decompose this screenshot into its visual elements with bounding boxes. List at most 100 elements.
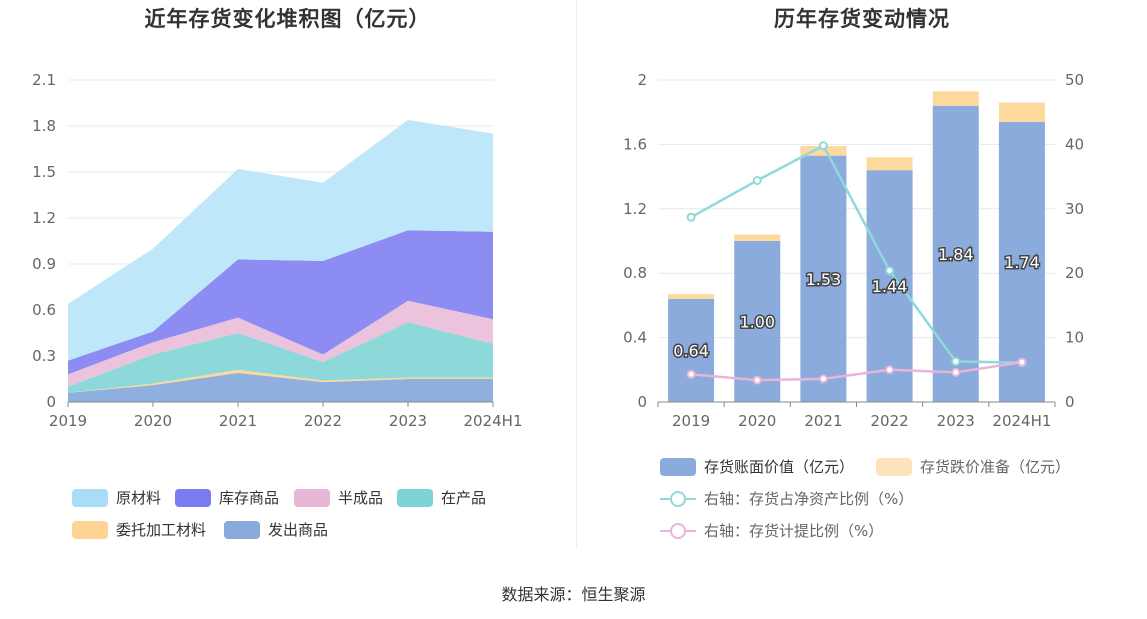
legend-label: 半成品 — [338, 489, 384, 507]
legend-label: 右轴：存货占净资产比例（%） — [704, 490, 914, 508]
left-chart-panel: 近年存货变化堆积图（亿元） 0 0.3 0.6 0.9 1.2 1.5 1.8 2.1 2019… — [0, 0, 575, 560]
x-tick-label: 2023 — [937, 412, 975, 430]
legend-label: 原材料 — [116, 489, 162, 507]
bar-book-value — [734, 241, 781, 402]
x-tick-label: 2023 — [389, 412, 427, 430]
y-left-tick-label: 0.4 — [623, 329, 647, 347]
series-line — [690, 144, 1022, 364]
line-point — [885, 365, 895, 375]
bar-value-label: 1.84 — [938, 245, 974, 264]
y-right-tick-label: 30 — [1065, 200, 1084, 218]
bar-book-value — [800, 155, 847, 402]
y-left-tick-label: 0 — [637, 393, 647, 411]
x-tick-label: 2019 — [49, 412, 87, 430]
legend-item-consigned-materials[interactable]: 委托加工材料 — [72, 519, 206, 540]
line-point — [752, 375, 762, 385]
x-tick-label: 2019 — [672, 412, 710, 430]
data-source-note: 数据来源：恒生聚源 — [501, 585, 646, 604]
y-tick-label: 0 — [46, 393, 56, 411]
x-tick-label: 2024H1 — [992, 412, 1051, 430]
legend-swatch — [660, 457, 696, 476]
y-right-tick-label: 20 — [1065, 264, 1084, 282]
line-point — [686, 212, 696, 222]
bar-impairment — [734, 234, 781, 241]
area-半成品 — [68, 300, 493, 387]
line-point — [818, 374, 828, 384]
legend-swatch — [72, 520, 108, 539]
x-tick-label: 2022 — [870, 412, 908, 430]
legend-swatch — [72, 488, 108, 507]
y-left-tick-label: 1.6 — [623, 135, 647, 153]
y-right-tick-label: 10 — [1065, 329, 1084, 347]
legend-swatch — [397, 488, 433, 507]
bar-book-value — [668, 298, 715, 402]
y-right-tick-label: 40 — [1065, 135, 1084, 153]
line-point — [885, 266, 895, 276]
bar-impairment — [668, 294, 715, 299]
bar-impairment — [866, 157, 913, 171]
legend-swatch — [876, 457, 912, 476]
y-left-tick-label: 2 — [637, 71, 647, 89]
area-库存商品 — [68, 230, 493, 375]
legend-label: 库存商品 — [219, 489, 280, 507]
line-point — [686, 369, 696, 379]
legend-label: 存货账面价值（亿元） — [704, 458, 855, 476]
legend-label: 右轴：存货计提比例（%） — [704, 522, 884, 540]
legend-swatch — [294, 488, 330, 507]
legend-swatch — [175, 488, 211, 507]
x-tick-label: 2020 — [738, 412, 776, 430]
bar-book-value — [998, 121, 1045, 403]
bar-impairment — [998, 102, 1045, 122]
bar-book-value — [866, 170, 913, 402]
y-tick-label: 1.5 — [32, 163, 56, 181]
left-stacked-area-chart: 0 0.3 0.6 0.9 1.2 1.5 1.8 2.1 2019 2020 2021 2022 20… — [32, 71, 523, 430]
y-tick-label: 1.2 — [32, 209, 56, 227]
legend-item-impairment[interactable]: 存货跌价准备（亿元） — [876, 456, 1070, 477]
right-chart-panel: 历年存货变动情况 0 0.4 0.8 1.2 1.6 2 0 10 20 30 40 50 2019 20… — [577, 0, 1147, 560]
area-发出商品 — [68, 372, 493, 402]
right-chart-title: 历年存货变动情况 — [774, 7, 950, 31]
x-tick-label: 2024H1 — [464, 412, 523, 430]
legend-label: 在产品 — [441, 489, 487, 507]
line-point — [951, 356, 961, 366]
legend-line-swatch — [660, 522, 696, 540]
y-right-tick-label: 0 — [1065, 393, 1075, 411]
area-在产品 — [68, 322, 493, 393]
area-原材料 — [68, 119, 493, 361]
panel-divider — [576, 0, 577, 548]
y-left-tick-label: 0.8 — [623, 264, 647, 282]
bar-value-label: 1.74 — [1004, 253, 1040, 272]
legend-item-net-asset-ratio[interactable]: 右轴：存货占净资产比例（%） — [660, 488, 913, 509]
bar-value-label: 0.64 — [673, 341, 709, 360]
legend-item-work-in-progress[interactable]: 在产品 — [397, 487, 486, 508]
left-chart-title: 近年存货变化堆积图（亿元） — [144, 7, 431, 31]
legend-item-goods-shipped[interactable]: 发出商品 — [224, 519, 328, 540]
legend-item-inventory-goods[interactable]: 库存商品 — [175, 487, 279, 508]
legend-swatch — [224, 520, 260, 539]
x-tick-label: 2022 — [304, 412, 342, 430]
y-tick-label: 0.9 — [32, 255, 56, 273]
bar-value-label: 1.00 — [739, 313, 775, 332]
line-point — [1017, 357, 1027, 367]
line-point — [818, 141, 828, 151]
line-point — [951, 367, 961, 377]
y-tick-label: 1.8 — [32, 117, 56, 135]
y-tick-label: 0.3 — [32, 347, 56, 365]
bar-impairment — [932, 91, 979, 106]
legend-label: 存货跌价准备（亿元） — [920, 458, 1071, 476]
y-tick-label: 0.6 — [32, 301, 56, 319]
bar-value-label: 1.44 — [872, 277, 908, 296]
series-line — [690, 360, 1023, 382]
legend-item-provision-ratio[interactable]: 右轴：存货计提比例（%） — [660, 520, 883, 541]
bar-impairment — [800, 146, 847, 156]
line-point — [752, 175, 762, 185]
legend-item-semi-finished[interactable]: 半成品 — [294, 487, 383, 508]
legend-item-book-value[interactable]: 存货账面价值（亿元） — [660, 456, 854, 477]
y-tick-label: 2.1 — [32, 71, 56, 89]
x-tick-label: 2020 — [134, 412, 172, 430]
y-left-tick-label: 1.2 — [623, 200, 647, 218]
legend-item-raw-materials[interactable]: 原材料 — [72, 487, 161, 508]
x-tick-label: 2021 — [804, 412, 842, 430]
legend-label: 发出商品 — [268, 521, 329, 539]
